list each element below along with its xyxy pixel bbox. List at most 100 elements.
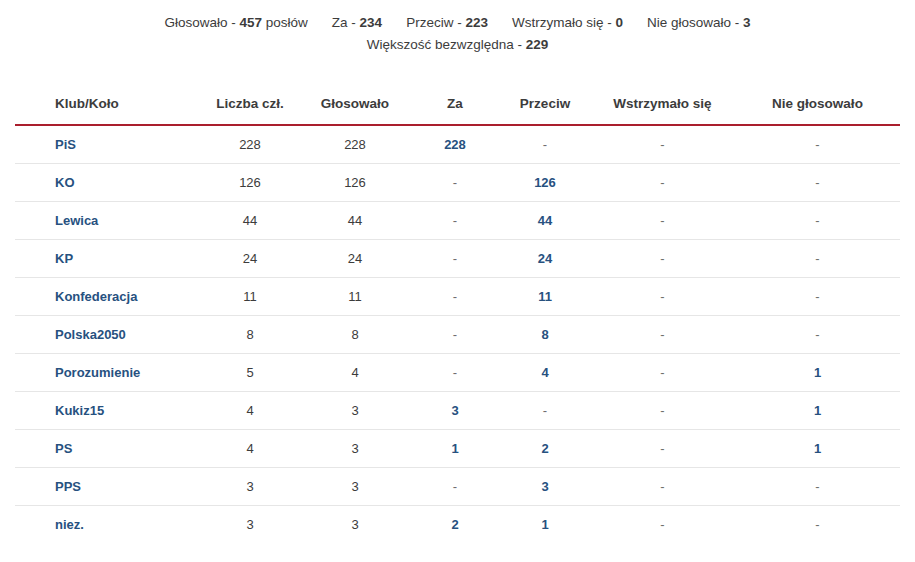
table-row: KO126126-126-- xyxy=(15,163,900,201)
za-cell: - xyxy=(410,315,500,353)
voted-cell: 3 xyxy=(300,391,410,429)
za-cell: - xyxy=(410,467,500,505)
table-header: Klub/KołoLiczba czł.GłosowałoZaPrzeciwWs… xyxy=(15,88,900,125)
members-cell: 11 xyxy=(200,277,300,315)
voted-cell: 3 xyxy=(300,505,410,543)
voted-cell: 44 xyxy=(300,201,410,239)
column-header-przeciw: Przeciw xyxy=(500,88,590,125)
club-link[interactable]: KP xyxy=(55,251,73,266)
club-link[interactable]: PiS xyxy=(55,137,76,152)
nie-glosowalo-cell: - xyxy=(735,505,900,543)
przeciw-cell: 44 xyxy=(500,201,590,239)
club-link[interactable]: PPS xyxy=(55,479,81,494)
members-cell: 44 xyxy=(200,201,300,239)
summary-item-label: Wstrzymało się - xyxy=(512,15,616,30)
club-cell: Lewica xyxy=(15,201,200,239)
za-cell: - xyxy=(410,163,500,201)
summary-item: Głosowało - 457 posłów xyxy=(164,12,307,34)
summary-item-value: 457 xyxy=(240,15,263,30)
column-header-members: Liczba czł. xyxy=(200,88,300,125)
summary-item: Wstrzymało się - 0 xyxy=(512,12,623,34)
nie-glosowalo-cell: - xyxy=(735,201,900,239)
table-row: Kukiz15433--1 xyxy=(15,391,900,429)
nie-glosowalo-cell: - xyxy=(735,277,900,315)
members-cell: 3 xyxy=(200,505,300,543)
przeciw-cell: 126 xyxy=(500,163,590,201)
table-row: Lewica4444-44-- xyxy=(15,201,900,239)
club-link[interactable]: Porozumienie xyxy=(55,365,140,380)
table-body: PiS228228228---KO126126-126--Lewica4444-… xyxy=(15,125,900,543)
club-cell: PS xyxy=(15,429,200,467)
members-cell: 8 xyxy=(200,315,300,353)
club-link[interactable]: Lewica xyxy=(55,213,98,228)
club-link[interactable]: Konfederacja xyxy=(55,289,137,304)
table-header-row: Klub/KołoLiczba czł.GłosowałoZaPrzeciwWs… xyxy=(15,88,900,125)
nie-glosowalo-cell: - xyxy=(735,239,900,277)
za-cell: 228 xyxy=(410,125,500,163)
voted-cell: 24 xyxy=(300,239,410,277)
club-cell: Polska2050 xyxy=(15,315,200,353)
voted-cell: 228 xyxy=(300,125,410,163)
club-link[interactable]: niez. xyxy=(55,517,84,532)
przeciw-cell: 24 xyxy=(500,239,590,277)
club-cell: Konfederacja xyxy=(15,277,200,315)
voted-cell: 11 xyxy=(300,277,410,315)
club-link[interactable]: Kukiz15 xyxy=(55,403,104,418)
nie-glosowalo-cell: 1 xyxy=(735,429,900,467)
summary-item-value: 234 xyxy=(360,15,383,30)
table-row: niez.3321-- xyxy=(15,505,900,543)
club-cell: Porozumienie xyxy=(15,353,200,391)
column-header-wstrzymalo: Wstrzymało się xyxy=(590,88,735,125)
voted-cell: 126 xyxy=(300,163,410,201)
nie-glosowalo-cell: 1 xyxy=(735,353,900,391)
table-row: Porozumienie54-4-1 xyxy=(15,353,900,391)
summary-item-label: Przeciw - xyxy=(406,15,465,30)
wstrzymalo-cell: - xyxy=(590,315,735,353)
przeciw-cell: 1 xyxy=(500,505,590,543)
wstrzymalo-cell: - xyxy=(590,467,735,505)
club-link[interactable]: Polska2050 xyxy=(55,327,126,342)
przeciw-cell: 8 xyxy=(500,315,590,353)
table-row: PPS33-3-- xyxy=(15,467,900,505)
wstrzymalo-cell: - xyxy=(590,391,735,429)
wstrzymalo-cell: - xyxy=(590,429,735,467)
summary-item-suffix: posłów xyxy=(262,15,308,30)
za-cell: - xyxy=(410,239,500,277)
za-cell: - xyxy=(410,277,500,315)
label-value-separator: - xyxy=(514,37,526,52)
summary-item: Nie głosowało - 3 xyxy=(647,12,751,34)
absolute-majority-value: 229 xyxy=(526,37,549,52)
club-cell: KO xyxy=(15,163,200,201)
nie-glosowalo-cell: - xyxy=(735,125,900,163)
voted-cell: 3 xyxy=(300,429,410,467)
wstrzymalo-cell: - xyxy=(590,125,735,163)
przeciw-cell: - xyxy=(500,125,590,163)
summary-item-label: Za - xyxy=(332,15,360,30)
wstrzymalo-cell: - xyxy=(590,277,735,315)
przeciw-cell: 2 xyxy=(500,429,590,467)
club-link[interactable]: KO xyxy=(55,175,75,190)
nie-glosowalo-cell: - xyxy=(735,467,900,505)
przeciw-cell: 11 xyxy=(500,277,590,315)
table-row: PS4312-1 xyxy=(15,429,900,467)
table-row: Konfederacja1111-11-- xyxy=(15,277,900,315)
members-cell: 3 xyxy=(200,467,300,505)
voting-results-page: Głosowało - 457 posłówZa - 234Przeciw - … xyxy=(0,0,915,562)
za-cell: 2 xyxy=(410,505,500,543)
club-link[interactable]: PS xyxy=(55,441,72,456)
wstrzymalo-cell: - xyxy=(590,201,735,239)
column-header-voted: Głosowało xyxy=(300,88,410,125)
members-cell: 126 xyxy=(200,163,300,201)
members-cell: 4 xyxy=(200,391,300,429)
absolute-majority-label: Większość bezwzględna xyxy=(367,37,514,52)
club-cell: PPS xyxy=(15,467,200,505)
nie-glosowalo-cell: 1 xyxy=(735,391,900,429)
members-cell: 4 xyxy=(200,429,300,467)
voting-results-table: Klub/KołoLiczba czł.GłosowałoZaPrzeciwWs… xyxy=(15,88,900,543)
club-cell: niez. xyxy=(15,505,200,543)
za-cell: - xyxy=(410,353,500,391)
nie-glosowalo-cell: - xyxy=(735,163,900,201)
table-row: KP2424-24-- xyxy=(15,239,900,277)
summary-item-label: Nie głosowało - xyxy=(647,15,743,30)
wstrzymalo-cell: - xyxy=(590,353,735,391)
